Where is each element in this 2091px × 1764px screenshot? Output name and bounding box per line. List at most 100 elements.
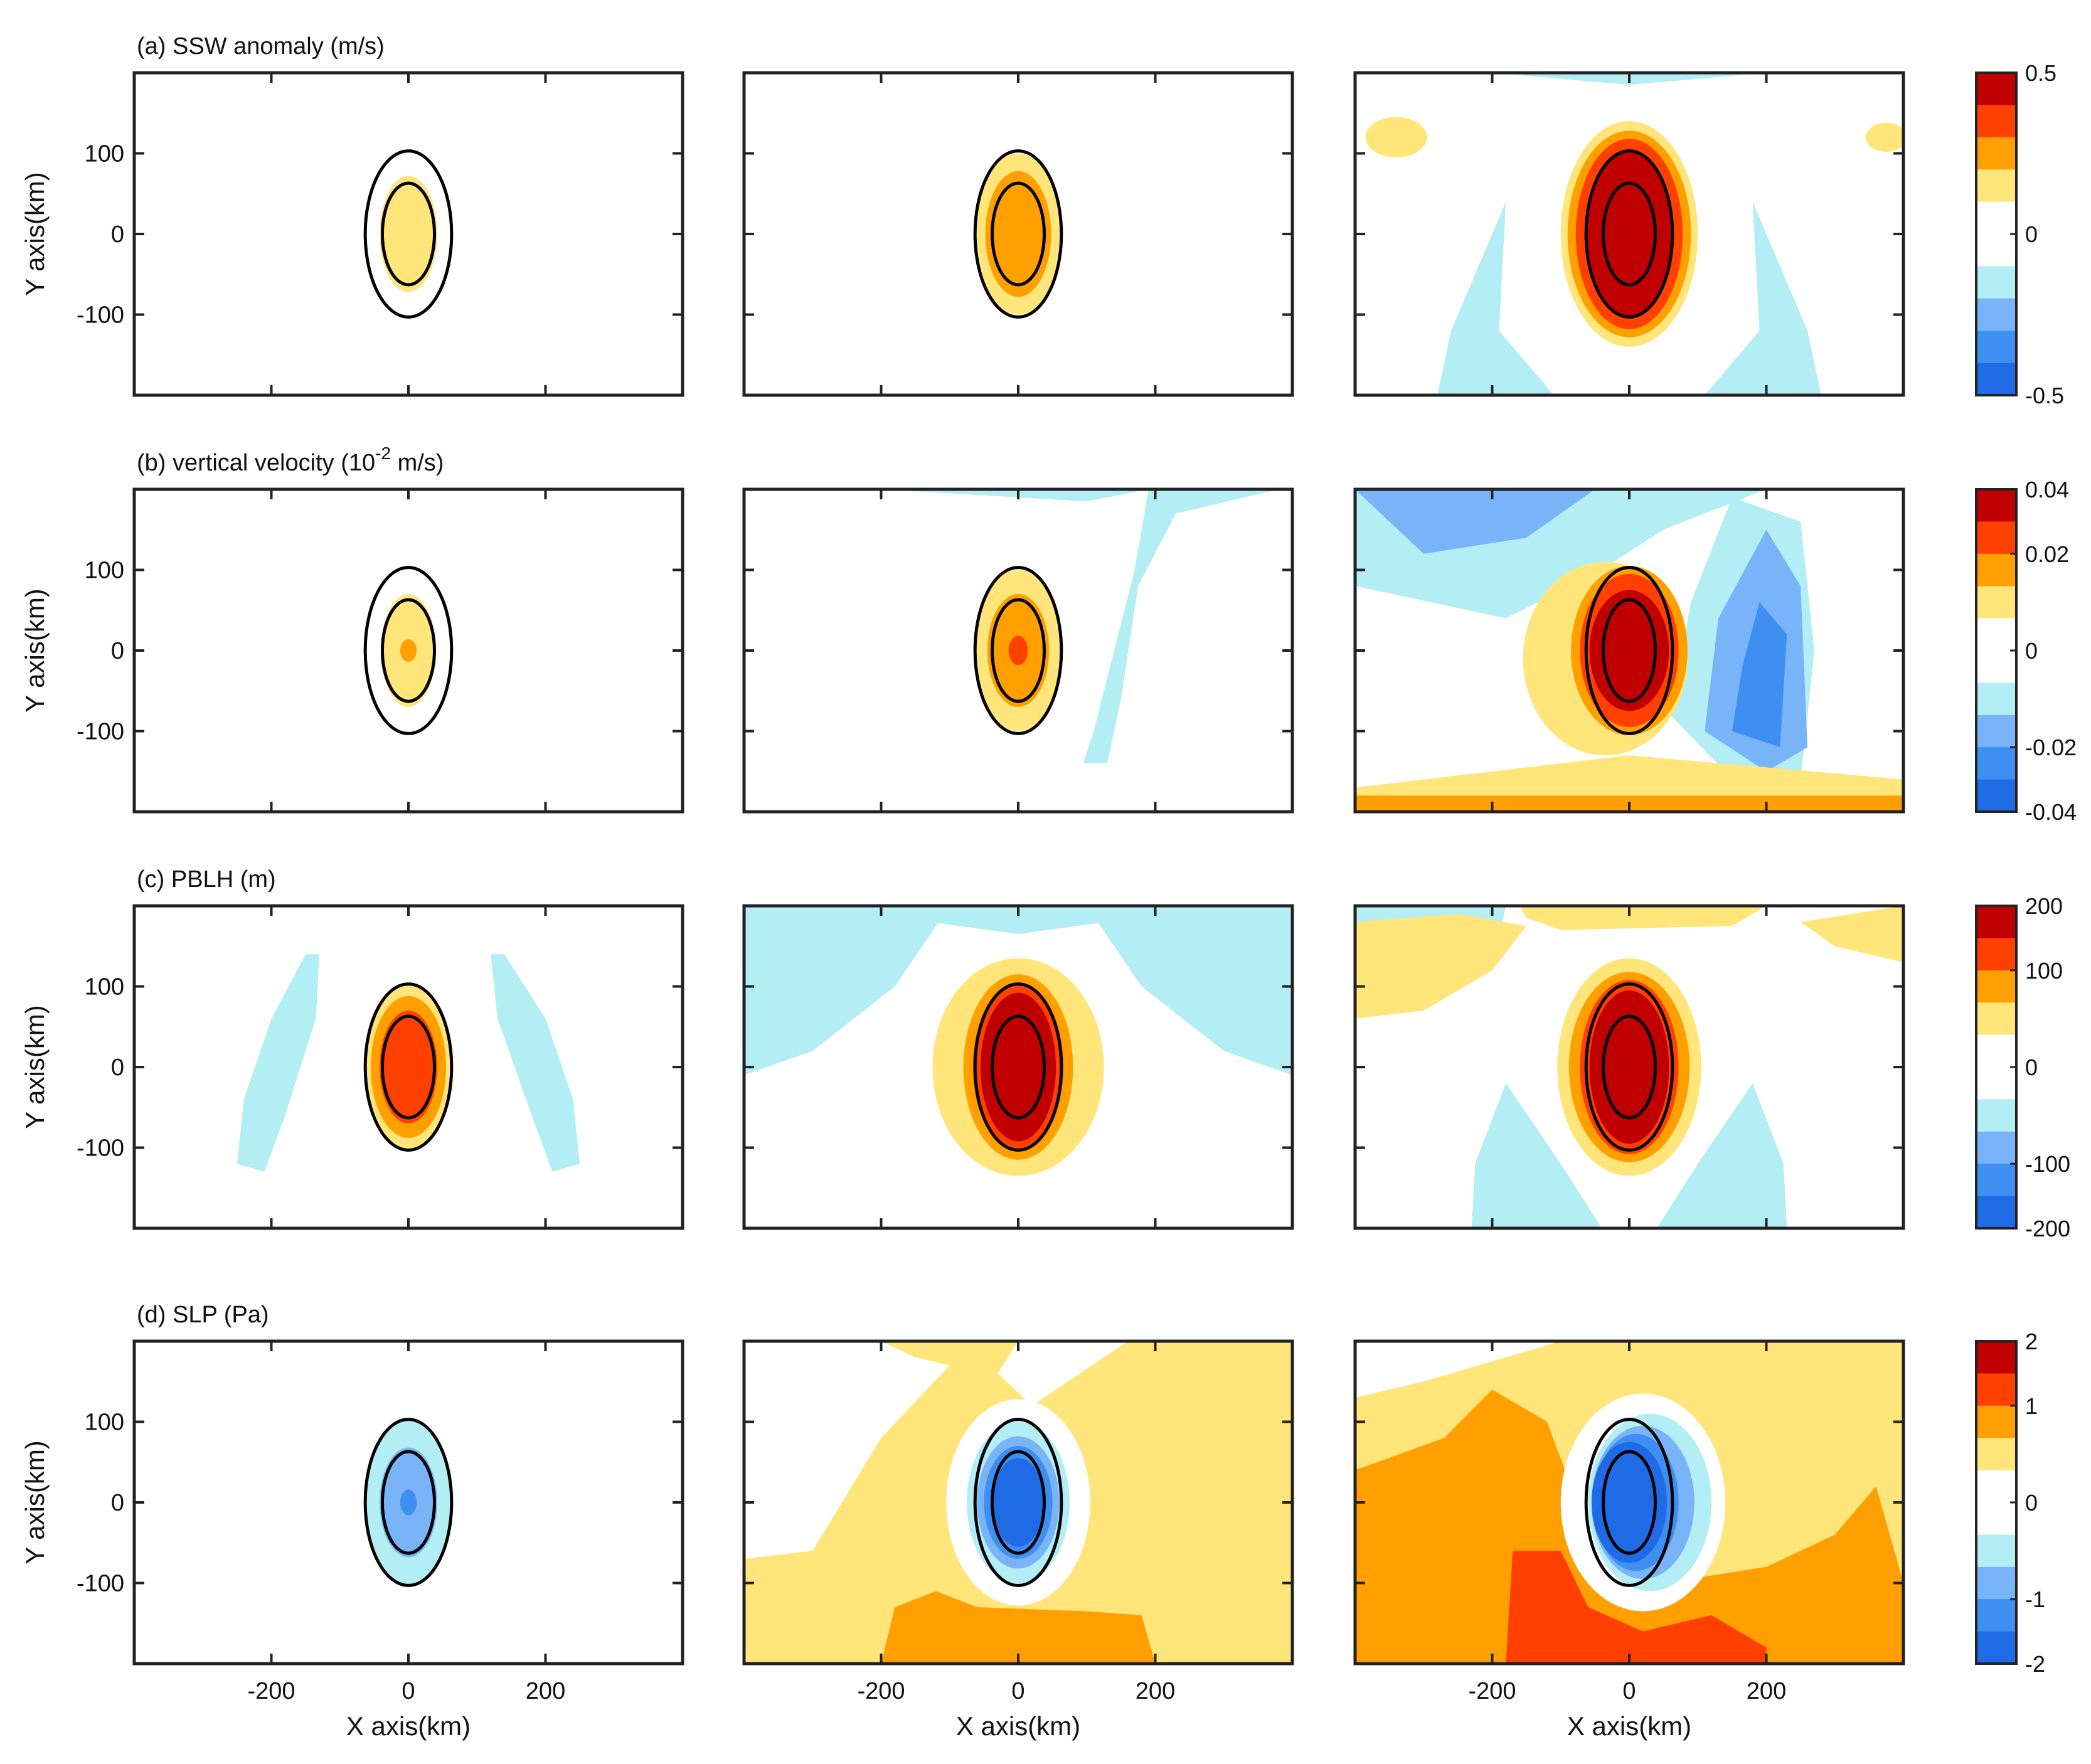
colorbar-swatch-a-5: [1976, 201, 2016, 235]
reference-ellipse-c-1-2: [380, 1014, 437, 1120]
contour-d-2-2: [881, 1341, 984, 1374]
x-axis-label: X axis(km): [956, 1711, 1080, 1741]
colorbar-swatch-d-9: [1976, 1599, 2016, 1632]
colorbar-swatch-c-3: [1976, 970, 2016, 1003]
contour-c-2-2: [1087, 906, 1292, 1075]
panel-a-2: [744, 73, 1292, 395]
reference-ellipse-a-2-1: [973, 149, 1063, 319]
x-tick-label: 200: [526, 1678, 565, 1704]
colorbar-label: 0: [2025, 638, 2038, 664]
colorbar-swatch-a-7: [1976, 266, 2016, 299]
reference-ellipse-d-3-1: [1584, 1418, 1674, 1587]
panel-d-1: [134, 1341, 683, 1664]
contour-c-3-1: [1471, 1083, 1602, 1228]
contour-d-1-3: [400, 1489, 417, 1516]
contour-d-3-2: [1355, 1389, 1903, 1664]
y-tick-label: 100: [85, 141, 124, 167]
reference-ellipse-a-1-2: [380, 181, 437, 287]
reference-ellipse-d-1-1: [363, 1418, 454, 1587]
colorbar-swatch-d-1: [1976, 1341, 2016, 1374]
contour-c-2-3: [812, 906, 1224, 934]
colorbar-label: 0: [2025, 1055, 2038, 1080]
colorbar-swatch-b-4: [1976, 586, 2016, 619]
colorbar-swatch-c-4: [1976, 1002, 2016, 1036]
panel-b-1: [134, 489, 683, 812]
reference-ellipse-a-1-1: [363, 149, 454, 319]
y-tick-label: 100: [85, 558, 124, 584]
colorbar-swatch-d-5: [1976, 1470, 2016, 1503]
panel-b-2: [744, 489, 1292, 812]
colorbar-swatch-d-10: [1976, 1631, 2016, 1664]
contour-c-3-10: [1589, 990, 1669, 1144]
panel-d-3: [1355, 1341, 1903, 1664]
y-axis-label: Y axis(km): [20, 1440, 50, 1565]
contour-c-3-4: [1355, 913, 1527, 1019]
colorbar-swatch-b-5: [1976, 618, 2016, 651]
y-tick-label: -100: [77, 1571, 124, 1597]
colorbar-swatch-d-7: [1976, 1534, 2016, 1568]
colorbar-swatch-d-4: [1976, 1438, 2016, 1471]
colorbar-label: -0.5: [2025, 383, 2064, 408]
colorbar-swatch-b-7: [1976, 683, 2016, 716]
colorbar-swatch-d-8: [1976, 1566, 2016, 1600]
contour-a-1-1: [380, 176, 437, 292]
contour-a-3-4: [1365, 117, 1427, 157]
contour-d-3-3: [1506, 1551, 1767, 1664]
x-tick-label: -200: [857, 1678, 905, 1704]
colorbar-swatch-b-10: [1976, 779, 2016, 812]
colorbar-swatch-b-6: [1976, 651, 2016, 683]
panel-d-2: [744, 1341, 1292, 1664]
panel-c-2: [744, 906, 1292, 1228]
colorbar-swatch-b-8: [1976, 715, 2016, 748]
colorbar-label: -200: [2025, 1216, 2070, 1241]
y-tick-label: -100: [77, 302, 124, 329]
colorbar-label: 0: [2025, 221, 2038, 247]
title-superscript: -2: [375, 444, 391, 463]
colorbar-swatch-a-6: [1976, 234, 2016, 267]
colorbar-label: 1: [2025, 1393, 2038, 1419]
x-axis-label: X axis(km): [1567, 1711, 1691, 1741]
x-tick-label: 200: [1136, 1678, 1175, 1704]
colorbar-swatch-b-9: [1976, 747, 2016, 780]
y-tick-label: 0: [111, 221, 124, 248]
contour-c-3-6: [1801, 906, 1903, 962]
contour-b-2-4: [1008, 635, 1028, 666]
y-axis-label: Y axis(km): [20, 588, 50, 713]
reference-ellipse-a-2-2: [990, 181, 1046, 287]
colorbar-swatch-d-2: [1976, 1373, 2016, 1406]
contour-a-3-5: [1865, 122, 1903, 152]
contour-b-3-2: [1355, 489, 1595, 554]
contour-c-1-1: [237, 954, 319, 1172]
colorbar-swatch-a-10: [1976, 363, 2016, 396]
panel-b-3: [1355, 489, 1903, 812]
colorbar-label: -1: [2025, 1586, 2045, 1612]
colorbar-swatch-c-8: [1976, 1131, 2016, 1164]
x-tick-label: 0: [1622, 1678, 1636, 1704]
title-text: (c) PBLH (m): [137, 866, 276, 893]
contour-a-2-2: [985, 171, 1051, 297]
colorbar-swatch-b-1: [1976, 489, 2016, 522]
reference-ellipse-c-2-2: [990, 1014, 1046, 1120]
colorbar-swatch-a-8: [1976, 298, 2016, 331]
title-text: (a) SSW anomaly (m/s): [137, 33, 385, 60]
contour-c-1-2: [491, 954, 580, 1172]
colorbar-swatch-d-3: [1976, 1405, 2016, 1438]
x-tick-label: 0: [1011, 1678, 1024, 1704]
reference-ellipse-b-1-2: [380, 598, 437, 703]
row-title-b: (b) vertical velocity (10-2 m/s): [137, 444, 444, 476]
y-axis-label: Y axis(km): [20, 172, 50, 296]
colorbar-swatch-c-2: [1976, 938, 2016, 971]
y-tick-label: 0: [111, 1490, 124, 1516]
title-text: (b) vertical velocity (10: [137, 450, 375, 476]
colorbar-label: 0.02: [2025, 541, 2069, 567]
colorbar-label: 0: [2025, 1490, 2038, 1516]
colorbar-label: 0.5: [2025, 60, 2056, 86]
panel-a-3: [1355, 73, 1903, 395]
reference-ellipse-b-3-2: [1601, 598, 1657, 703]
contour-c-3-5: [1519, 906, 1767, 930]
colorbar-label: -100: [2025, 1151, 2070, 1177]
colorbar-label: 200: [2025, 893, 2063, 919]
contour-b-3-11: [1589, 590, 1669, 711]
x-tick-label: -200: [1468, 1678, 1516, 1704]
